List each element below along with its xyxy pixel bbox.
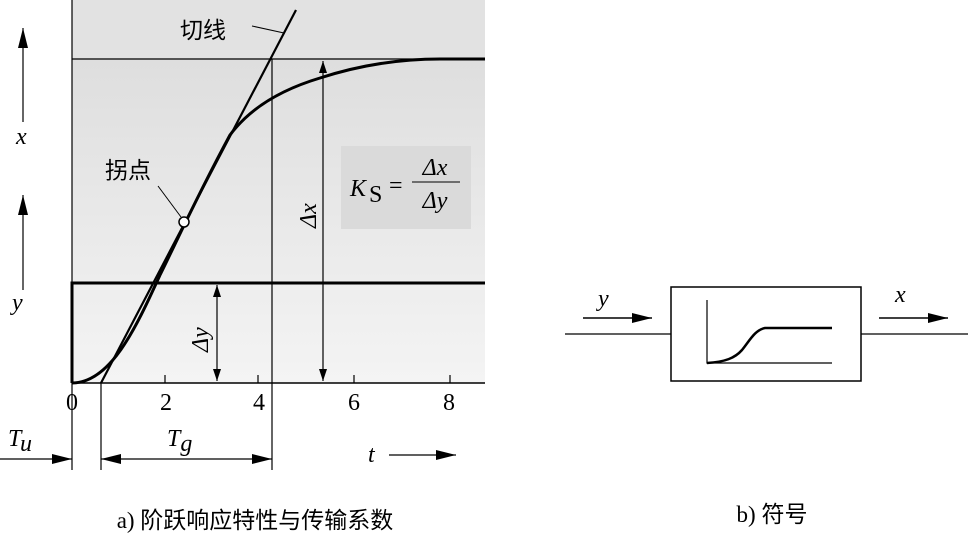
tick-marks [164, 375, 451, 383]
tick-labels: 0 2 4 6 8 [66, 390, 455, 416]
caption-a: a) 阶跃响应特性与传输系数 [117, 508, 394, 533]
tangent-label: 切线 [180, 18, 226, 44]
block-box [670, 286, 862, 382]
tick-label: 6 [348, 390, 360, 416]
delta-x-label: Δx [296, 203, 322, 229]
caption-b: b) 符号 [737, 502, 808, 527]
delta-y-label: Δy [188, 327, 214, 353]
step-response-curve [71, 57, 485, 385]
tick-label: 0 [66, 390, 78, 416]
tg-label: Tg [167, 426, 192, 457]
plot-background [72, 0, 485, 383]
block-symbol: y x [565, 282, 968, 382]
block-response-curve [706, 326, 832, 365]
svg-text:Δx: Δx [422, 155, 448, 181]
formula-box [341, 146, 471, 229]
tick-label: 2 [160, 390, 172, 416]
tick-label: 4 [253, 390, 265, 416]
tick-label: 8 [443, 390, 455, 416]
svg-text:=: = [389, 173, 403, 199]
tangent-leader [251, 25, 285, 34]
output-label: x [894, 282, 906, 308]
input-label: y [596, 286, 609, 312]
axis-y-label: y [10, 290, 23, 316]
time-label: t [368, 442, 376, 468]
inflection-label: 拐点 [105, 158, 151, 184]
inflection-leader [157, 185, 182, 218]
svg-text:S: S [369, 182, 382, 208]
inflection-point [178, 216, 190, 228]
step-input-line [70, 281, 485, 383]
tu-label: Tu [8, 426, 32, 457]
svg-text:K: K [349, 176, 368, 202]
svg-text:Δy: Δy [422, 188, 448, 214]
gain-formula: K S = Δx Δy [349, 155, 460, 214]
axis-x-label: x [15, 124, 27, 150]
